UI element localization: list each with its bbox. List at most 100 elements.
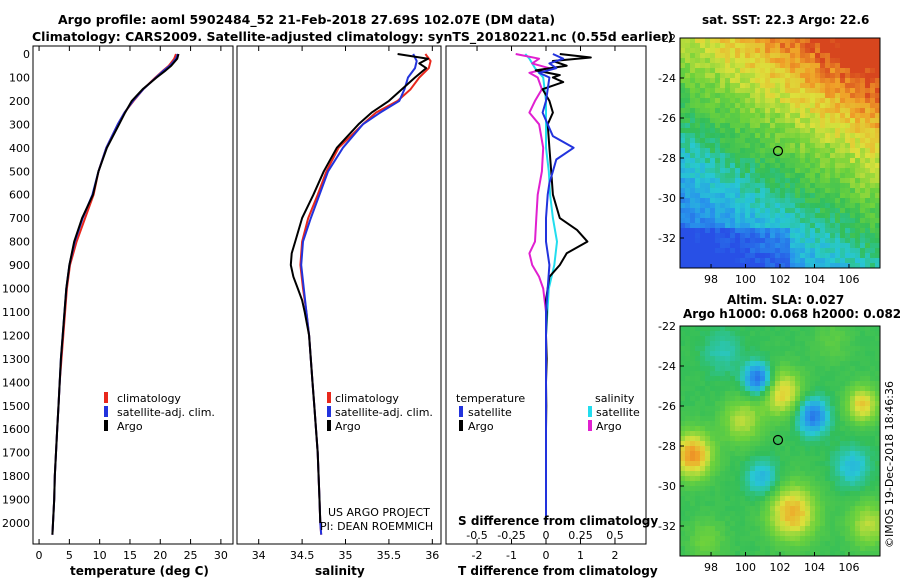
sla-cell (800, 441, 806, 447)
sst-cell (775, 188, 781, 194)
sst-cell (735, 233, 741, 239)
sla-cell (820, 511, 826, 517)
sla-cell (690, 531, 696, 537)
sst-cell (805, 73, 811, 79)
sst-cell (855, 158, 861, 164)
sst-cell (735, 173, 741, 179)
sla-cell (795, 461, 801, 467)
sst-cell (700, 203, 706, 209)
sst-cell (730, 128, 736, 134)
sst-cell (835, 208, 841, 214)
sst-cell (855, 183, 861, 189)
sst-cell (765, 178, 771, 184)
sla-cell (745, 361, 751, 367)
sst-cell (720, 243, 726, 249)
sst-cell (825, 78, 831, 84)
sla-cell (855, 391, 861, 397)
sla-cell (690, 326, 696, 332)
sla-cell (825, 551, 831, 556)
sst-cell (710, 178, 716, 184)
sla-cell (820, 506, 826, 512)
sst-cell (850, 58, 856, 64)
sla-cell (875, 411, 880, 417)
sst-cell (840, 103, 846, 109)
sst-cell (785, 103, 791, 109)
sla-cell (805, 521, 811, 527)
sla-cell (730, 506, 736, 512)
sst-cell (750, 238, 756, 244)
sst-cell (875, 128, 880, 134)
sla-cell (780, 366, 786, 372)
sla-cell (830, 516, 836, 522)
sla-cell (855, 456, 861, 462)
sla-cell (775, 531, 781, 537)
sst-cell (860, 223, 866, 229)
sst-cell (690, 143, 696, 149)
sst-cell (775, 118, 781, 124)
sla-cell (800, 541, 806, 547)
sst-cell (765, 258, 771, 264)
sst-cell (760, 183, 766, 189)
sst-cell (860, 148, 866, 154)
sla-cell (820, 456, 826, 462)
sst-cell (835, 68, 841, 74)
sst-cell (835, 158, 841, 164)
sla-cell (745, 456, 751, 462)
sla-cell (840, 391, 846, 397)
sst-cell (780, 103, 786, 109)
sla-cell (725, 421, 731, 427)
sla-cell (830, 406, 836, 412)
sla-cell (820, 391, 826, 397)
sst-cell (720, 248, 726, 254)
sla-cell (825, 346, 831, 352)
sst-cell (850, 203, 856, 209)
sla-cell (770, 421, 776, 427)
sst-cell (775, 198, 781, 204)
sla-cell (755, 521, 761, 527)
sst-cell (785, 228, 791, 234)
sla-cell (785, 376, 791, 382)
sla-cell (705, 396, 711, 402)
sla-cell (800, 456, 806, 462)
sla-map-subtitle: Argo h1000: 0.068 h2000: 0.082 (683, 307, 900, 321)
sla-cell (790, 546, 796, 552)
sst-cell (720, 233, 726, 239)
sla-cell (860, 416, 866, 422)
sst-cell (765, 208, 771, 214)
sla-cell (700, 351, 706, 357)
sst-cell (775, 123, 781, 129)
sst-cell (755, 238, 761, 244)
sst-cell (860, 78, 866, 84)
sst-cell (820, 38, 826, 44)
sst-cell (705, 143, 711, 149)
sst-cell (840, 123, 846, 129)
sst-cell (875, 223, 880, 229)
sla-cell (805, 481, 811, 487)
sla-cell (715, 446, 721, 452)
sst-cell (760, 148, 766, 154)
sla-cell (815, 521, 821, 527)
sla-cell (680, 416, 686, 422)
sla-cell (795, 406, 801, 412)
sla-cell (755, 486, 761, 492)
sst-cell (765, 138, 771, 144)
sla-cell (800, 516, 806, 522)
sst-cell (690, 83, 696, 89)
sla-cell (835, 331, 841, 337)
sst-cell (840, 248, 846, 254)
sst-cell (805, 203, 811, 209)
sla-cell (800, 546, 806, 552)
sla-cell (810, 411, 816, 417)
sst-cell (700, 173, 706, 179)
sla-cell (815, 446, 821, 452)
sla-cell (735, 516, 741, 522)
sst-cell (825, 148, 831, 154)
sla-cell (825, 371, 831, 377)
sst-cell (820, 88, 826, 94)
sla-cell (740, 421, 746, 427)
sst-cell (835, 113, 841, 119)
sst-cell (765, 103, 771, 109)
map-x-tick-label: 98 (704, 273, 718, 286)
sla-cell (870, 336, 876, 342)
sst-cell (790, 58, 796, 64)
